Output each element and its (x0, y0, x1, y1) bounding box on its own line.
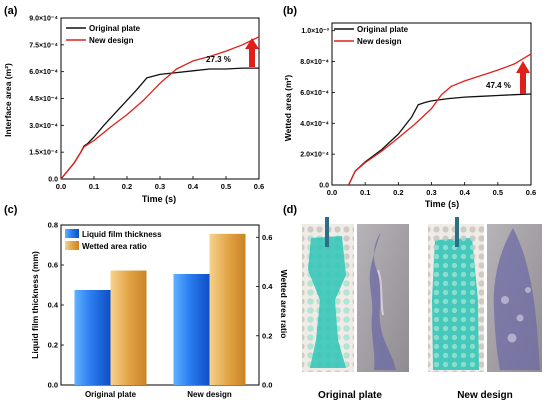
y-tick-label: 8.0×10⁻⁴ (300, 59, 329, 66)
y-tick-label-right: 0.4 (262, 282, 273, 291)
legend-swatch-film (65, 229, 79, 238)
photo-new-design (487, 224, 542, 372)
y-axis-label-right: Wetted area ratio (279, 270, 289, 339)
increase-arrow (245, 38, 259, 67)
y-tick-label: 4.5×10⁻⁴ (29, 96, 58, 103)
x-tick-label: 0.3 (155, 182, 165, 191)
y-axis-label: Wetted area (m²) (283, 75, 293, 142)
x-tick-label: 0.2 (393, 188, 403, 197)
caption-new-design: New design (457, 390, 513, 401)
legend-label-original: Original plate (89, 24, 141, 33)
x-tick-label: 0.3 (426, 188, 436, 197)
y-tick-label: 1.0×10⁻³ (301, 28, 329, 35)
y-tick-label: 2.0×10⁻⁴ (300, 152, 329, 159)
series-layer-a (60, 36, 260, 180)
simulation-new-design (428, 217, 484, 372)
y-tick-label-left: 0.6 (48, 261, 58, 270)
y-tick-label-left: 0.0 (48, 381, 58, 390)
legend-label-new: New design (89, 36, 134, 45)
x-tick-label: 0.0 (327, 188, 337, 197)
x-category-label: Original plate (85, 390, 137, 399)
series-line-new-design (348, 53, 532, 186)
y-tick-label: 1.5×10⁻⁴ (29, 150, 58, 157)
x-tick-label: 0.1 (89, 182, 99, 191)
x-axis-label: Time (s) (425, 199, 459, 209)
panel-letter-b: (b) (283, 5, 297, 17)
y-tick-label-right: 0.0 (262, 381, 272, 390)
y-tick-label: 6.0×10⁻⁴ (29, 69, 58, 76)
legend-label-original: Original plate (357, 25, 409, 34)
x-tick-label: 0.4 (188, 182, 199, 191)
legend-swatch-ratio (65, 241, 79, 250)
caption-original-plate: Original plate (318, 390, 382, 401)
panel-letter-c: (c) (4, 204, 18, 216)
y-tick-label: 9.0×10⁻⁴ (29, 16, 58, 23)
y-tick-label: 0.0 (319, 183, 329, 190)
axes-c: 0.0 0.2 0.4 0.6 0.8 0.0 0.2 0.4 0.6 Original plat… (48, 221, 274, 400)
image-panel-d: Original plate New design (302, 217, 542, 401)
legend-label-film: Liquid film thickness (82, 230, 162, 239)
x-category-label: New design (187, 390, 232, 399)
legend: Original plate New design (66, 24, 141, 45)
legend: Original plate New design (334, 25, 409, 46)
x-tick-label: 0.6 (254, 182, 264, 191)
series-line-new-design (60, 36, 260, 180)
x-tick-label: 0.2 (122, 182, 132, 191)
bar-film-thickness-original-plate (74, 290, 111, 385)
chart-panel-b: Wetted area (m²) Time (s) 0.0 0.1 0.2 0.3 0.… (283, 22, 536, 209)
bar-film-thickness-new-design (173, 274, 210, 385)
bar-wetted-ratio-new-design (209, 233, 246, 385)
panel-letter-a: (a) (4, 5, 18, 17)
x-tick-label: 0.1 (360, 188, 370, 197)
bar-wetted-ratio-original-plate (110, 270, 147, 385)
y-tick-label-right: 0.6 (262, 233, 272, 242)
y-tick-label-left: 0.8 (48, 221, 58, 230)
panel-letter-d: (d) (283, 204, 297, 216)
series-line-original-plate (348, 93, 532, 186)
y-axis-label: Interface area (m²) (3, 63, 13, 137)
increase-label: 27.3 % (206, 55, 231, 64)
legend-label-new: New design (357, 37, 402, 46)
legend-label-ratio: Wetted area ratio (82, 242, 147, 251)
chart-panel-a: Interface area (m²) Time (s) 0.0 0.1 0.2 0.… (3, 16, 264, 205)
y-tick-label: 7.5×10⁻⁴ (29, 42, 58, 49)
y-tick-label: 0.0 (48, 177, 58, 184)
x-tick-label: 0.4 (459, 188, 470, 197)
y-axis-label-left: Liquid film thickness (mm) (30, 251, 40, 359)
increase-arrow (516, 61, 530, 94)
y-tick-label: 4.0×10⁻⁴ (300, 121, 329, 128)
chart-panel-c: Liquid film thickness (mm) Wetted area r… (30, 221, 289, 400)
x-tick-label: 0.0 (56, 182, 66, 191)
x-axis-label: Time (s) (142, 194, 176, 204)
x-tick-label: 0.5 (493, 188, 503, 197)
increase-label: 47.4 % (486, 81, 511, 90)
plot-frame (331, 22, 532, 186)
photo-original-plate (357, 224, 409, 372)
axes-b: 0.0 0.1 0.2 0.3 0.4 0.5 0.6 0.0 2.0×10⁻⁴ 4.0×10⁻⁴… (300, 22, 536, 197)
legend: Liquid film thickness Wetted area ratio (65, 229, 162, 251)
x-tick-label: 0.6 (526, 188, 536, 197)
bar-layer-c (74, 233, 246, 385)
series-line-original-plate (60, 67, 259, 180)
y-tick-label-left: 0.2 (48, 341, 58, 350)
series-layer-b (348, 53, 532, 186)
y-tick-label-right: 0.2 (262, 331, 272, 340)
axes-a: 0.0 0.1 0.2 0.3 0.4 0.5 0.6 0.0 1.5×10⁻⁴ 3.0×10⁻⁴… (29, 16, 264, 192)
y-tick-label: 6.0×10⁻⁴ (300, 90, 329, 97)
y-tick-label-left: 0.4 (48, 301, 59, 310)
y-tick-label: 3.0×10⁻⁴ (29, 123, 58, 130)
x-tick-label: 0.5 (221, 182, 231, 191)
simulation-original-plate (302, 217, 354, 372)
